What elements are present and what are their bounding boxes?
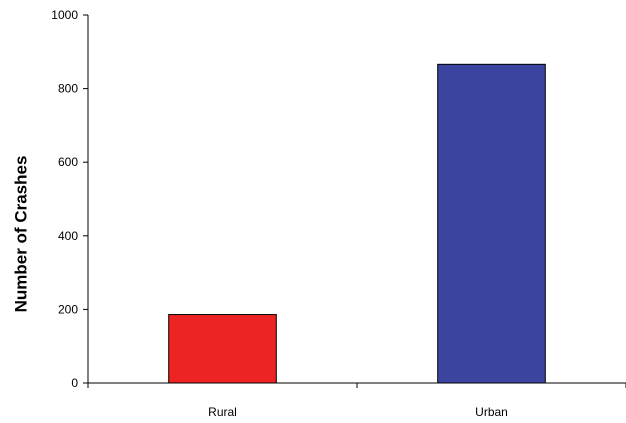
y-tick-label: 1000 [51,8,78,22]
x-axis-ticks: Rural Urban [87,383,626,419]
bars-group [168,63,546,384]
y-tick-label: 200 [58,302,78,316]
bar-rural [168,314,277,384]
y-tick-label: 800 [58,82,78,96]
y-tick-label: 0 [71,376,78,390]
y-tick-label: 400 [58,229,78,243]
x-category-label: Rural [208,405,237,419]
y-tick-label: 600 [58,155,78,169]
bar-urban [437,63,546,384]
y-axis-ticks: 0 200 400 600 800 1000 [51,8,88,390]
x-category-label: Urban [475,405,508,419]
y-axis-title: Number of Crashes [11,156,30,313]
